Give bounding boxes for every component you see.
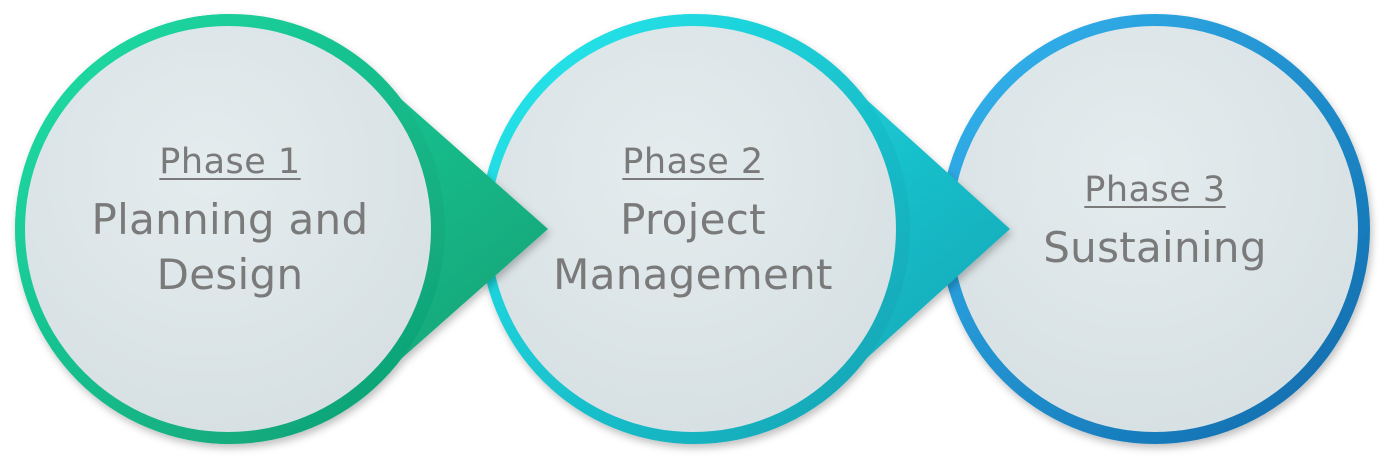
phase-2-line-2: Management	[553, 250, 833, 299]
phase-2-description: Project Management	[513, 192, 873, 302]
phase-3-description: Sustaining	[985, 220, 1325, 275]
phase-2-label: Phase 2 Project Management	[513, 142, 873, 302]
phase-1-description: Planning and Design	[60, 192, 400, 302]
phase-3-title: Phase 3	[1084, 170, 1226, 210]
phase-2-line-1: Project	[620, 195, 766, 244]
phase-1-shape	[15, 14, 549, 444]
phase-3-label: Phase 3 Sustaining	[985, 170, 1325, 275]
phase-1-line-1: Planning and	[91, 195, 369, 244]
phase-1-line-2: Design	[156, 250, 304, 299]
phase-3-line-1: Sustaining	[1043, 223, 1267, 272]
phase-1-label: Phase 1 Planning and Design	[60, 142, 400, 302]
phase-2-title: Phase 2	[622, 142, 764, 182]
phase-1-title: Phase 1	[159, 142, 301, 182]
phase-2-shape	[480, 14, 1010, 444]
phase-3-shape	[940, 14, 1370, 444]
